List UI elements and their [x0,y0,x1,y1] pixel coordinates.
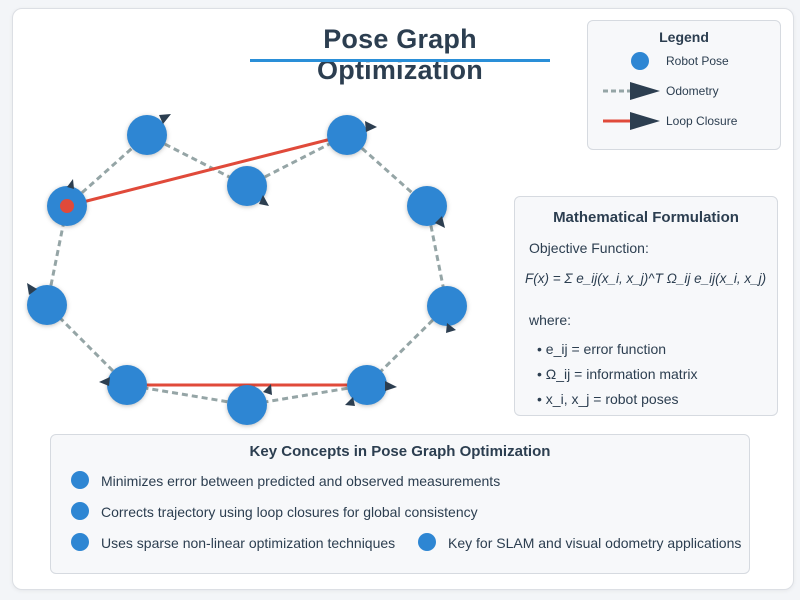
robot-pose-node [127,114,171,155]
robot-pose-node [227,384,272,425]
loop-closure-edge [66,133,348,208]
robot-pose-icon [631,52,649,70]
legend-panel: Legend Robot Pose Odometry Loop Closure [587,20,781,150]
robot-pose-node [345,365,397,406]
odometry-edge [66,133,148,208]
loop-closure-line-icon [603,112,660,130]
robot-pose-node [99,365,147,405]
math-bullet: • x_i, x_j = robot poses [537,391,679,407]
robot-pose-node [427,286,467,333]
bullet-dot-icon [71,533,89,551]
robot-pose-node [327,115,377,155]
concept-text: Minimizes error between predicted and ob… [101,473,501,489]
math-bullet: • Ω_ij = information matrix [537,366,698,382]
concept-text: Uses sparse non-linear optimization tech… [101,535,396,551]
odometry-edge [246,383,368,407]
robot-pose-node [27,283,67,325]
robot-pose-node [227,166,269,206]
concept-text: Corrects trajectory using loop closures … [101,504,478,520]
legend-item-robot-pose: Robot Pose [588,51,780,71]
robot-pose-node-start [47,179,87,226]
legend-label: Odometry [666,84,719,98]
legend-label: Loop Closure [666,114,738,128]
objective-label: Objective Function: [529,240,649,256]
where-label: where: [529,312,572,328]
odometry-edge [346,133,428,208]
math-formulation-panel: Mathematical Formulation Objective Funct… [514,196,778,416]
odometry-edge [126,383,248,407]
bullet-dot-icon [71,471,89,489]
start-pose-marker [60,199,74,213]
title-underline [250,59,550,62]
objective-formula: F(x) = Σ e_ij(x_i, x_j)^T Ω_ij e_ij(x_i,… [525,271,767,286]
concepts-title: Key Concepts in Pose Graph Optimization [249,443,551,460]
key-concepts-panel: Key Concepts in Pose Graph Optimization … [50,434,750,574]
robot-pose-node [407,186,447,228]
graph-poses [27,114,467,425]
legend-item-odometry: Odometry [588,81,780,101]
concept-text: Key for SLAM and visual odometry applica… [448,535,742,551]
odometry-arrow-icon [603,82,660,100]
legend-title: Legend [659,29,709,45]
math-bullet: • e_ij = error function [537,341,667,357]
bullet-dot-icon [71,502,89,520]
legend-label: Robot Pose [666,54,729,68]
math-title: Mathematical Formulation [553,209,739,226]
bullet-dot-icon [418,533,436,551]
legend-item-loop-closure: Loop Closure [588,111,780,131]
